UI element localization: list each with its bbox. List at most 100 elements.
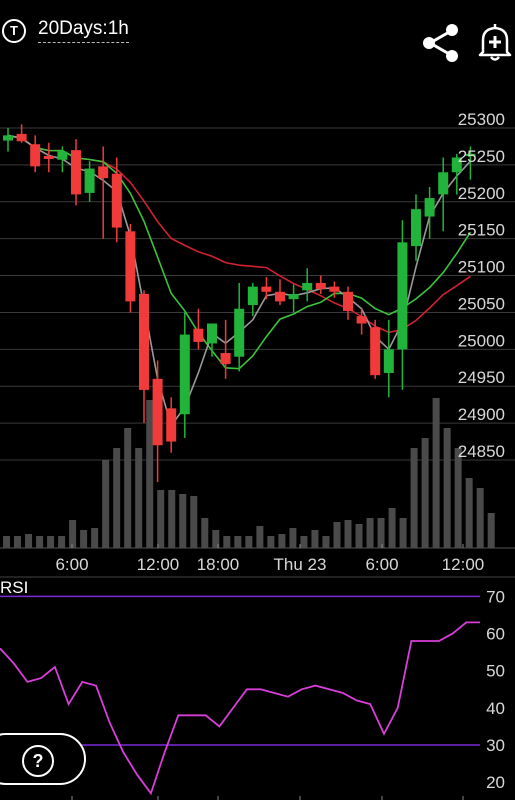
time-axis: 6:00 12:00 18:00 Thu 23 6:00 12:00 xyxy=(55,544,484,574)
symbol-interval-selector[interactable]: 20Days:1h xyxy=(38,18,129,43)
volume-bar xyxy=(102,460,110,548)
rsi-tick-label: 40 xyxy=(486,699,505,718)
chart-header: T 20Days:1h xyxy=(0,0,515,70)
volume-bar xyxy=(388,508,396,548)
volume-bar xyxy=(3,536,10,548)
price-tick-label: 25300 xyxy=(458,110,505,129)
volume-bar xyxy=(333,522,341,548)
candle-up xyxy=(451,157,462,173)
volume-bar xyxy=(25,534,33,548)
volume-bar xyxy=(234,536,242,548)
candle-down xyxy=(261,286,272,292)
volume-bar xyxy=(47,536,55,548)
volume-bar xyxy=(146,400,154,548)
candle-down xyxy=(43,156,54,159)
price-tick-label: 24950 xyxy=(458,368,505,387)
price-tick-label: 25150 xyxy=(458,221,505,240)
candle-up xyxy=(302,282,313,291)
candle-up xyxy=(465,153,476,157)
volume-bar xyxy=(69,520,77,548)
time-tick-label: 6:00 xyxy=(365,555,398,574)
price-tick-label: 24900 xyxy=(458,405,505,424)
volume-bar xyxy=(311,530,319,548)
bell-plus-icon[interactable] xyxy=(477,20,513,62)
volume-bar xyxy=(14,536,22,548)
volume-bar xyxy=(80,530,88,548)
candle-down xyxy=(111,173,122,228)
volume-bar xyxy=(344,520,352,548)
candle-down xyxy=(166,408,177,442)
volume-bar xyxy=(322,536,330,548)
candle-up xyxy=(438,172,449,195)
volume-bar xyxy=(168,490,176,548)
price-tick-label: 25050 xyxy=(458,294,505,313)
candle-up xyxy=(57,151,68,160)
volume-bar xyxy=(410,448,418,548)
volume-bar xyxy=(190,496,198,548)
price-tick-label: 25100 xyxy=(458,258,505,277)
time-tick-label: 18:00 xyxy=(197,555,240,574)
candle-up xyxy=(84,168,95,193)
candle-down xyxy=(343,291,353,311)
price-tick-label: 25000 xyxy=(458,331,505,350)
volume-bar xyxy=(443,428,451,548)
volume-bar xyxy=(91,528,99,548)
candle-down xyxy=(370,327,381,376)
candle-up xyxy=(247,286,258,306)
volume-bar xyxy=(355,524,363,548)
price-axis: 25300 25250 25200 25150 25100 25050 25000 24950… xyxy=(458,110,505,461)
price-tick-label: 24850 xyxy=(458,442,505,461)
candle-up xyxy=(397,242,408,350)
share-icon[interactable] xyxy=(420,22,462,64)
volume-bar xyxy=(113,448,121,548)
time-tick-label: 6:00 xyxy=(55,555,88,574)
volume-bar xyxy=(36,536,44,548)
symbol-badge[interactable]: T xyxy=(2,19,26,43)
volume-bar xyxy=(256,526,264,548)
candle-up xyxy=(288,294,299,300)
candle-down xyxy=(152,378,163,446)
volume-bar xyxy=(300,536,308,548)
rsi-tick-label: 20 xyxy=(486,773,505,792)
candle-down xyxy=(125,231,136,302)
candle-down xyxy=(139,294,149,390)
volume-bar xyxy=(377,518,385,548)
volume-bar xyxy=(245,536,253,548)
volume-bar xyxy=(399,518,407,548)
volume-bar xyxy=(476,488,484,548)
rsi-line xyxy=(0,621,480,796)
candle-down xyxy=(98,166,109,179)
volume-bar xyxy=(454,448,462,548)
volume-bar xyxy=(201,518,209,548)
time-tick-label: 12:00 xyxy=(137,555,180,574)
rsi-tick-label: 70 xyxy=(486,587,505,606)
candle-down xyxy=(71,150,81,195)
volume-bar xyxy=(366,518,374,548)
candle-up xyxy=(383,349,394,373)
candle-up xyxy=(207,323,217,344)
volume-bar xyxy=(179,494,187,548)
price-tick-label: 25250 xyxy=(458,147,505,166)
time-tick-label: 12:00 xyxy=(442,555,485,574)
candle-up xyxy=(234,308,245,357)
candle-down xyxy=(16,133,27,142)
candle-up xyxy=(424,198,435,217)
candle-down xyxy=(329,286,340,292)
time-tick-label: Thu 23 xyxy=(274,555,327,574)
volume-bar xyxy=(289,528,297,548)
candle-down xyxy=(193,328,204,342)
help-icon: ? xyxy=(22,745,54,777)
volume-bar xyxy=(421,438,429,548)
candle-down xyxy=(275,291,285,302)
volume-bar xyxy=(157,490,165,548)
volume-bar xyxy=(223,536,231,548)
rsi-tick-label: 30 xyxy=(486,736,505,755)
candle-up xyxy=(411,209,421,247)
help-button[interactable]: ? xyxy=(0,733,86,785)
candle-down xyxy=(315,282,326,289)
volume-bar xyxy=(278,534,286,548)
volume-bar xyxy=(267,536,275,548)
volume-bar xyxy=(465,478,473,548)
volume-bar xyxy=(58,536,66,548)
